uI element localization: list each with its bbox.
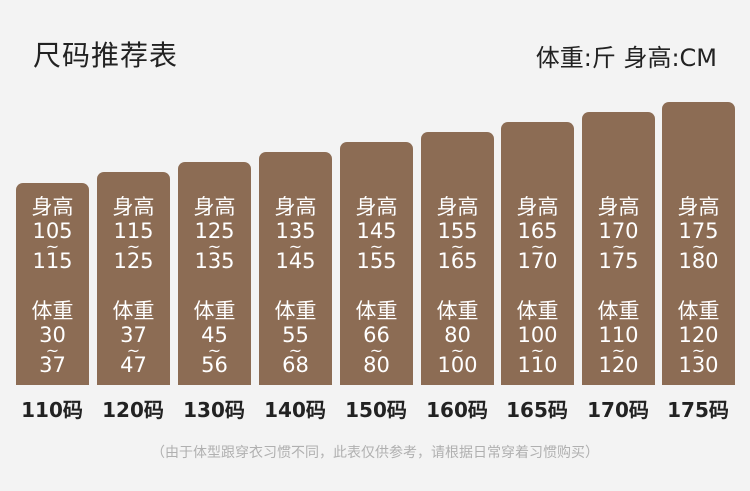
- height-label: 身高: [274, 195, 317, 219]
- height-label: 身高: [355, 195, 398, 219]
- height-label: 身高: [112, 195, 155, 219]
- height-label: 身高: [677, 195, 720, 219]
- weight-range: 体重 110 ~120: [582, 298, 655, 376]
- height-label: 身高: [436, 195, 479, 219]
- weight-min: 30: [39, 323, 66, 347]
- weight-label: 体重: [516, 299, 559, 323]
- height-range: 身高 115 ~125: [97, 194, 170, 272]
- size-label: 140码: [264, 398, 326, 422]
- height-range: 身高 145 ~155: [340, 194, 413, 272]
- units-legend: 体重:斤 身高:CM: [535, 44, 717, 72]
- weight-max: 37: [39, 353, 66, 377]
- height-range: 身高 125 ~135: [178, 194, 251, 272]
- weight-range: 体重 45 ~56: [178, 298, 251, 376]
- height-min: 155: [437, 219, 478, 243]
- height-max: 155: [356, 249, 397, 273]
- footer-note: （由于体型跟穿衣习惯不同，此表仅供参考，请根据日常穿着习惯购买）: [151, 445, 599, 461]
- weight-label: 体重: [355, 299, 398, 323]
- weight-range: 体重 80 ~100: [421, 298, 494, 376]
- height-max: 115: [32, 249, 73, 273]
- weight-range: 体重 66 ~80: [340, 298, 413, 376]
- weight-label: 体重: [597, 299, 640, 323]
- size-label: 170码: [587, 398, 649, 422]
- size-column: 身高 115 ~125 体重 37 ~47: [97, 172, 170, 385]
- weight-range: 体重 37 ~47: [97, 298, 170, 376]
- size-column: 身高 175 ~180 体重 120 ~130: [662, 102, 735, 385]
- weight-max: 100: [437, 353, 478, 377]
- weight-max: 80: [363, 353, 390, 377]
- size-column: 身高 125 ~135 体重 45 ~56: [178, 162, 251, 385]
- size-label: 160码: [426, 398, 488, 422]
- height-label: 身高: [31, 195, 74, 219]
- height-range: 身高 155 ~165: [421, 194, 494, 272]
- height-label: 身高: [516, 195, 559, 219]
- size-label: 110码: [21, 398, 83, 422]
- height-range: 身高 170 ~175: [582, 194, 655, 272]
- weight-label: 体重: [436, 299, 479, 323]
- page-title: 尺码推荐表: [33, 39, 179, 72]
- height-min: 170: [598, 219, 639, 243]
- size-label: 130码: [183, 398, 245, 422]
- size-label: 150码: [345, 398, 407, 422]
- height-max: 170: [517, 249, 558, 273]
- height-range: 身高 165 ~170: [501, 194, 574, 272]
- weight-range: 体重 120 ~130: [662, 298, 735, 376]
- height-max: 165: [437, 249, 478, 273]
- weight-range: 体重 55 ~68: [259, 298, 332, 376]
- height-max: 145: [275, 249, 316, 273]
- height-range: 身高 135 ~145: [259, 194, 332, 272]
- height-min: 135: [275, 219, 316, 243]
- height-min: 105: [32, 219, 73, 243]
- weight-label: 体重: [274, 299, 317, 323]
- size-column: 身高 170 ~175 体重 110 ~120: [582, 112, 655, 385]
- weight-max: 56: [201, 353, 228, 377]
- weight-max: 130: [678, 353, 719, 377]
- size-column: 身高 135 ~145 体重 55 ~68: [259, 152, 332, 385]
- height-max: 125: [113, 249, 154, 273]
- weight-min: 80: [444, 323, 471, 347]
- height-max: 180: [678, 249, 719, 273]
- weight-min: 66: [363, 323, 390, 347]
- weight-min: 55: [282, 323, 309, 347]
- height-range: 身高 175 ~180: [662, 194, 735, 272]
- size-label: 120码: [102, 398, 164, 422]
- weight-label: 体重: [31, 299, 74, 323]
- weight-min: 45: [201, 323, 228, 347]
- height-max: 135: [194, 249, 235, 273]
- weight-label: 体重: [677, 299, 720, 323]
- weight-max: 120: [598, 353, 639, 377]
- height-range: 身高 105 ~115: [16, 194, 89, 272]
- weight-label: 体重: [193, 299, 236, 323]
- size-label: 175码: [667, 398, 729, 422]
- height-min: 175: [678, 219, 719, 243]
- weight-max: 68: [282, 353, 309, 377]
- size-label: 165码: [506, 398, 568, 422]
- weight-min: 37: [120, 323, 147, 347]
- size-column: 身高 105 ~115 体重 30 ~37: [16, 183, 89, 385]
- weight-range: 体重 30 ~37: [16, 298, 89, 376]
- height-label: 身高: [193, 195, 236, 219]
- weight-min: 110: [598, 323, 639, 347]
- weight-max: 47: [120, 353, 147, 377]
- height-min: 115: [113, 219, 154, 243]
- size-column: 身高 155 ~165 体重 80 ~100: [421, 132, 494, 385]
- size-column: 身高 145 ~155 体重 66 ~80: [340, 142, 413, 385]
- weight-max: 110: [517, 353, 558, 377]
- height-min: 125: [194, 219, 235, 243]
- size-column: 身高 165 ~170 体重 100 ~110: [501, 122, 574, 385]
- weight-range: 体重 100 ~110: [501, 298, 574, 376]
- height-min: 145: [356, 219, 397, 243]
- height-min: 165: [517, 219, 558, 243]
- weight-min: 100: [517, 323, 558, 347]
- weight-label: 体重: [112, 299, 155, 323]
- height-max: 175: [598, 249, 639, 273]
- weight-min: 120: [678, 323, 719, 347]
- height-label: 身高: [597, 195, 640, 219]
